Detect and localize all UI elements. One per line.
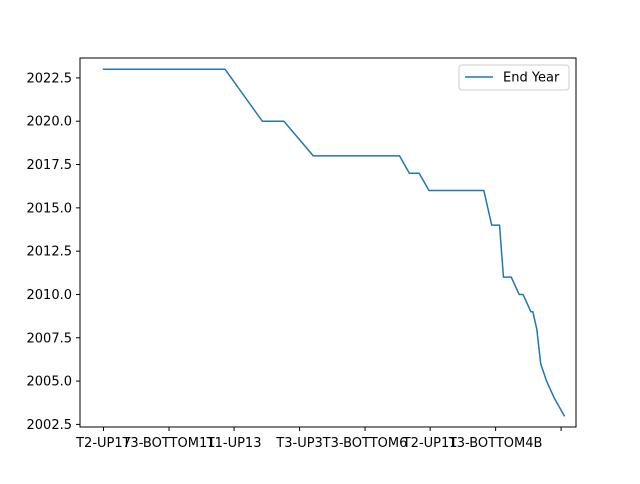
- legend-label: End Year: [503, 71, 560, 86]
- y-tick-label: 2005.0: [27, 375, 73, 390]
- x-tick-label: T3-BOTTOM6: [322, 436, 408, 451]
- y-tick-label: 2012.5: [27, 245, 73, 260]
- y-tick-label: 2022.5: [27, 71, 73, 86]
- legend-box: [458, 64, 570, 91]
- plot-frame: [79, 57, 577, 428]
- y-tick-label: 2002.5: [27, 418, 73, 433]
- series-layer: [102, 68, 566, 417]
- y-axis: 2002.5 2005.0 2007.5 2010.0 2012.5 2015.0 2017…: [27, 71, 80, 433]
- legend: End Year: [458, 64, 570, 91]
- y-tick-label: 2020.0: [27, 115, 73, 130]
- y-tick-label: 2010.0: [27, 288, 73, 303]
- plot-area: [80, 58, 576, 427]
- y-tick-label: 2015.0: [27, 201, 73, 216]
- x-tick-label: T3-BOTTOM4B: [448, 436, 543, 451]
- x-tick-label: T1-UP13: [206, 436, 262, 451]
- x-tick-label: T2-UP11: [402, 436, 458, 451]
- y-tick-label: 2017.5: [27, 158, 73, 173]
- x-tick-label: T3-UP3: [275, 436, 323, 451]
- y-tick-label: 2007.5: [27, 331, 73, 346]
- x-tick-label: T3-BOTTOM11: [121, 436, 215, 451]
- series-line-end-year: [102, 68, 566, 417]
- x-tick-label: T2-UP17: [75, 436, 131, 451]
